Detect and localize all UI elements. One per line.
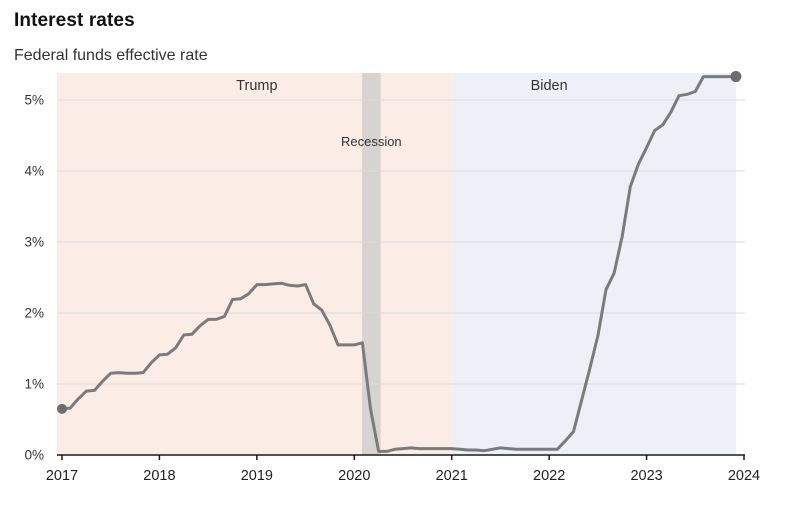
end-point-marker	[730, 71, 742, 83]
rate-line	[60, 75, 738, 453]
x-tick-label-2019: 2019	[241, 468, 273, 484]
start-point-marker	[57, 403, 67, 414]
recession-band	[362, 73, 381, 455]
region-biden	[451, 73, 737, 455]
x-tick-label-2020: 2020	[338, 468, 370, 484]
y-tick-label-3%: 3%	[24, 234, 44, 249]
x-tick-label-2018: 2018	[143, 468, 175, 484]
y-tick-label-4%: 4%	[24, 163, 44, 178]
recession-label: Recession	[341, 134, 402, 149]
region-trump	[57, 73, 452, 455]
x-tick-label-2021: 2021	[436, 468, 468, 484]
x-tick-label-2022: 2022	[533, 468, 565, 484]
x-tick-label-2023: 2023	[630, 468, 662, 484]
x-tick-label-2024: 2024	[728, 468, 760, 484]
y-tick-label-2%: 2%	[24, 305, 44, 320]
chart-title: Interest rates	[14, 10, 135, 31]
x-tick-label-2017: 2017	[46, 468, 78, 484]
y-tick-label-0%: 0%	[24, 448, 44, 463]
y-tick-label-5%: 5%	[24, 92, 44, 107]
chart-subtitle: Federal funds effective rate	[14, 47, 208, 64]
y-tick-label-1%: 1%	[24, 376, 44, 391]
region-label-trump: Trump	[236, 78, 277, 94]
region-label-biden: Biden	[531, 78, 568, 94]
interest-rate-chart: 0% 1% 2% 3% 4% 5% Trump Biden Recession 2017 2018 2…	[24, 71, 760, 484]
